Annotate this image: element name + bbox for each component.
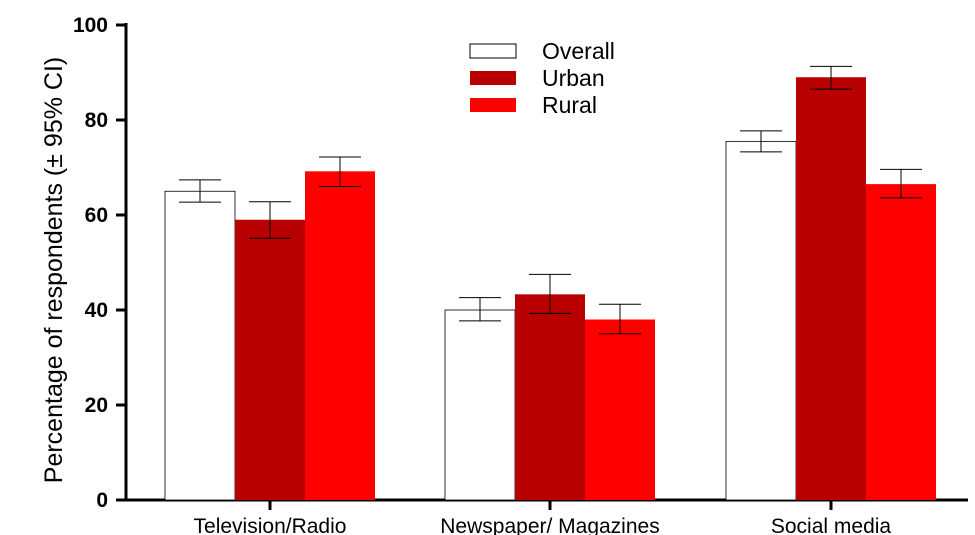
- bars: [164, 77, 936, 501]
- bar-overall: [725, 140, 797, 501]
- error-bars: [179, 65, 922, 335]
- x-tick-label: Television/Radio: [194, 515, 347, 535]
- y-tick-label: 100: [73, 14, 108, 37]
- bar-urban: [796, 77, 866, 500]
- y-tick-label: 40: [85, 299, 108, 322]
- legend-swatch-rural: [470, 98, 516, 112]
- x-tick-label: Newspaper/ Magazines: [440, 515, 659, 535]
- y-axis-title: Percentage of respondents (± 95% CI): [40, 57, 68, 483]
- legend-label-overall: Overall: [542, 38, 615, 64]
- y-tick-label: 0: [96, 489, 108, 512]
- legend-swatch-overall: [469, 43, 517, 59]
- bar-rural: [866, 184, 936, 500]
- x-tick-label: Social media: [771, 515, 892, 535]
- bar-rural: [305, 171, 375, 501]
- y-tick-label: 80: [85, 109, 108, 132]
- axes: 0 20 40 60 80 100 Television/Radio Newspaper/ M…: [73, 14, 968, 535]
- bar-overall: [164, 190, 236, 501]
- y-tick-label: 20: [85, 394, 108, 417]
- y-tick-label: 60: [85, 204, 108, 227]
- bar-rural: [585, 319, 655, 500]
- bar-urban: [235, 219, 305, 500]
- legend-label-rural: Rural: [542, 92, 597, 118]
- legend-label-urban: Urban: [542, 65, 605, 91]
- legend-swatch-urban: [470, 71, 516, 85]
- bar-overall: [444, 309, 516, 501]
- bar-urban: [515, 294, 585, 500]
